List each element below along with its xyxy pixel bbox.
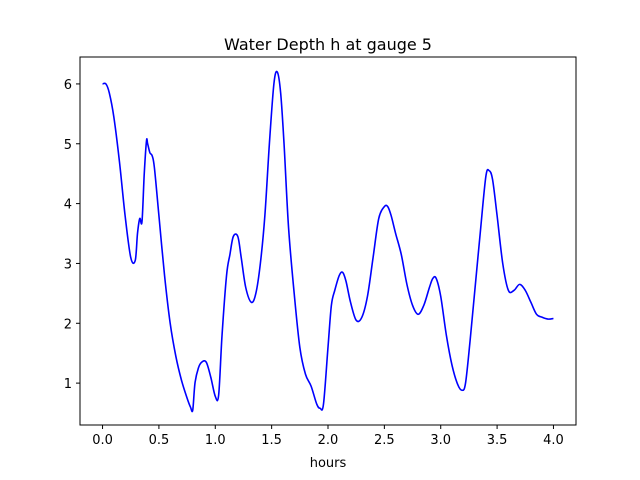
x-tick-label: 1.5: [261, 433, 282, 448]
x-tick-label: 1.0: [205, 433, 226, 448]
y-axis-ticks: 1 2 3 4 5 6: [64, 78, 80, 392]
x-tick-label: 3.5: [487, 433, 508, 448]
y-tick-label: 5: [64, 138, 72, 153]
x-tick-label: 3.0: [430, 433, 451, 448]
y-tick-label: 3: [64, 257, 72, 272]
x-tick-label: 4.0: [543, 433, 564, 448]
x-tick-label: 2.5: [374, 433, 395, 448]
y-tick-label: 4: [64, 198, 72, 213]
chart-title: Water Depth h at gauge 5: [224, 35, 432, 54]
x-tick-label: 2.0: [318, 433, 339, 448]
x-axis-ticks: 0.0 0.5 1.0 1.5 2.0 2.5 3.0 3.5 4.0: [92, 425, 564, 448]
y-tick-label: 6: [64, 78, 72, 93]
y-tick-label: 1: [64, 377, 72, 392]
x-tick-label: 0.0: [92, 433, 113, 448]
y-tick-label: 2: [64, 317, 72, 332]
x-tick-label: 0.5: [149, 433, 170, 448]
plot-frame: [79, 56, 577, 426]
plot-line-layer: [102, 70, 554, 413]
x-axis-label: hours: [310, 456, 347, 471]
series-line-0: [102, 70, 554, 413]
